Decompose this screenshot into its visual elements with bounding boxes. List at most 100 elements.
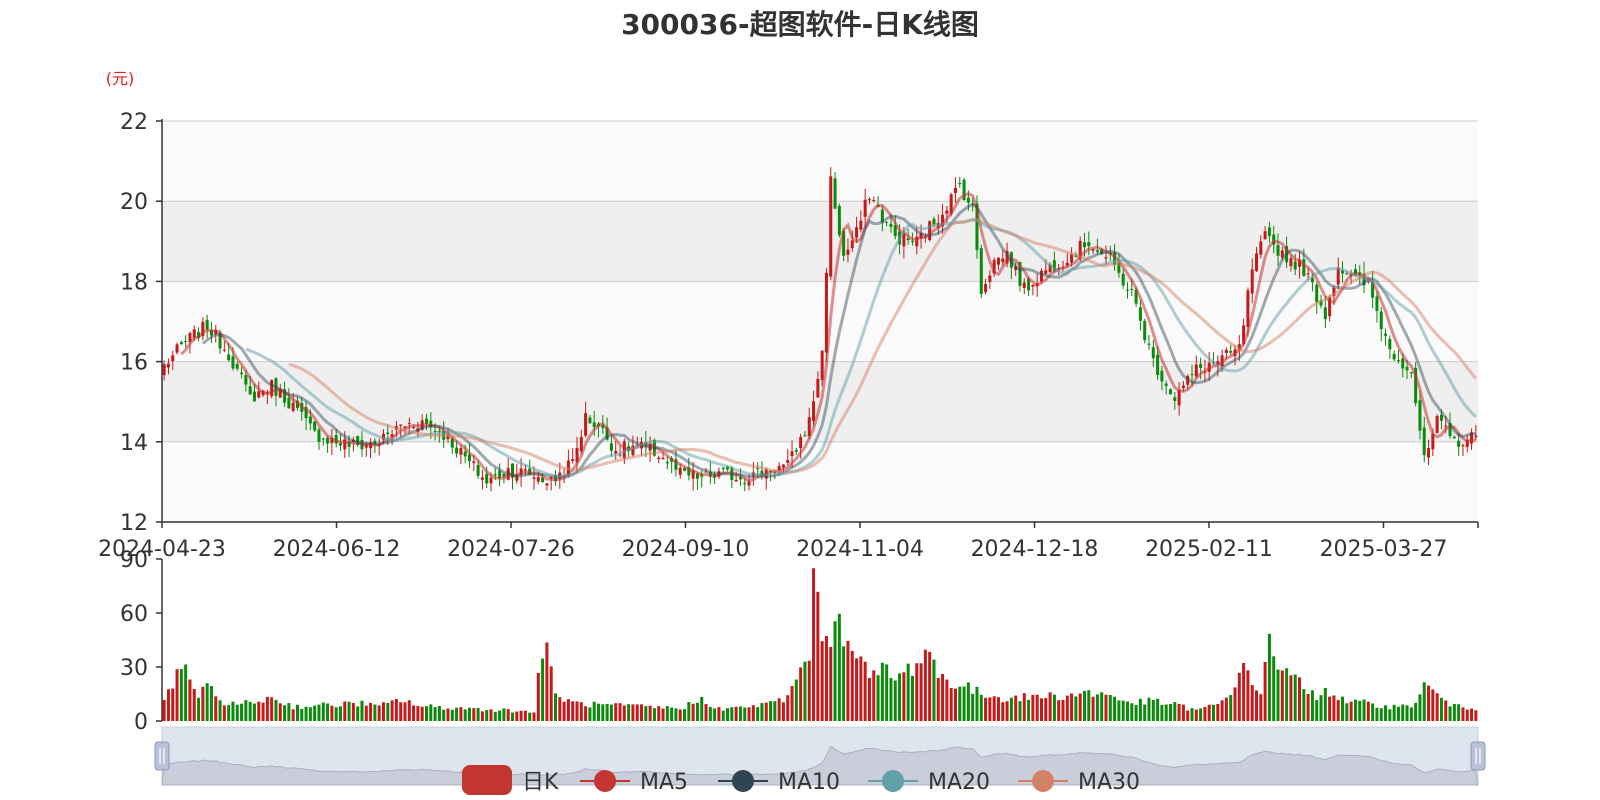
candle-body[interactable] [1027, 278, 1031, 291]
candle-body[interactable] [1237, 344, 1241, 351]
volume-bar[interactable] [571, 701, 575, 721]
volume-bar[interactable] [545, 642, 549, 721]
volume-bar[interactable] [923, 649, 927, 721]
volume-bar[interactable] [360, 700, 364, 721]
candle-body[interactable] [1310, 278, 1314, 283]
volume-bar[interactable] [1027, 699, 1031, 721]
candle-body[interactable] [1465, 439, 1469, 448]
candle-body[interactable] [1448, 423, 1452, 436]
candle-body[interactable] [510, 463, 515, 478]
candle-body[interactable] [1371, 282, 1375, 298]
volume-bar[interactable] [1448, 706, 1452, 721]
candle-body[interactable] [777, 466, 781, 471]
volume-bar[interactable] [1237, 672, 1241, 721]
volume-bar[interactable] [171, 688, 175, 721]
candle-body[interactable] [459, 448, 463, 455]
volume-bar[interactable] [523, 710, 527, 721]
volume-bar[interactable] [214, 696, 218, 721]
candle-body[interactable] [1100, 249, 1104, 254]
candle-body[interactable] [820, 350, 824, 380]
volume-bar[interactable] [777, 698, 781, 721]
volume-bar[interactable] [261, 702, 265, 721]
volume-bar[interactable] [218, 700, 222, 721]
volume-bar[interactable] [283, 705, 287, 721]
candle-body[interactable] [515, 474, 519, 481]
volume-bar[interactable] [1031, 694, 1035, 721]
datazoom-slider[interactable] [154, 726, 1486, 786]
volume-bar[interactable] [1220, 700, 1224, 721]
volume-bar[interactable] [1371, 703, 1375, 721]
volume-bar[interactable] [313, 705, 317, 721]
candle-body[interactable] [743, 482, 747, 485]
volume-bar[interactable] [330, 705, 334, 721]
candle-body[interactable] [1134, 289, 1138, 304]
volume-bar[interactable] [1190, 708, 1194, 721]
candle-body[interactable] [188, 333, 192, 343]
candle-body[interactable] [1439, 414, 1443, 421]
candle-body[interactable] [235, 364, 239, 369]
candle-body[interactable] [1151, 347, 1155, 359]
volume-bar[interactable] [1186, 710, 1190, 721]
volume-bar[interactable] [1057, 700, 1061, 721]
volume-bar[interactable] [179, 669, 183, 721]
volume-bar[interactable] [915, 663, 919, 721]
volume-bar[interactable] [691, 703, 695, 721]
volume-bar[interactable] [1203, 706, 1207, 721]
legend-item-ma5[interactable]: MA5 [580, 770, 688, 795]
candle-body[interactable] [1315, 284, 1319, 303]
candle-body[interactable] [734, 479, 738, 482]
volume-bar[interactable] [786, 695, 790, 721]
candle-body[interactable] [386, 432, 390, 434]
volume-bar[interactable] [1207, 704, 1211, 721]
volume-bar[interactable] [248, 701, 252, 721]
volume-bar[interactable] [321, 702, 325, 721]
volume-bar[interactable] [893, 680, 897, 721]
candle-body[interactable] [695, 473, 699, 479]
candle-body[interactable] [592, 422, 596, 427]
volume-bar[interactable] [541, 658, 545, 721]
candle-body[interactable] [588, 417, 592, 424]
candle-body[interactable] [179, 342, 183, 344]
volume-bar[interactable] [1138, 698, 1142, 721]
candle-body[interactable] [1293, 261, 1297, 270]
volume-bar[interactable] [235, 704, 239, 721]
volume-bar[interactable] [549, 666, 553, 721]
volume-bar[interactable] [399, 702, 403, 721]
volume-bar[interactable] [842, 646, 846, 721]
candle-body[interactable] [932, 218, 936, 225]
volume-bar[interactable] [953, 688, 957, 721]
volume-bar[interactable] [300, 708, 304, 721]
candle-body[interactable] [1298, 259, 1302, 267]
candle-body[interactable] [1267, 227, 1271, 237]
candle-body[interactable] [661, 457, 665, 460]
candle-body[interactable] [304, 407, 308, 419]
candle-body[interactable] [390, 434, 394, 437]
volume-bar[interactable] [1431, 689, 1435, 721]
candle-body[interactable] [450, 438, 454, 448]
candle-body[interactable] [1302, 259, 1306, 277]
volume-bar[interactable] [996, 697, 1000, 721]
volume-bar[interactable] [1212, 704, 1216, 721]
volume-bar[interactable] [1246, 670, 1250, 721]
candle-body[interactable] [373, 440, 377, 444]
candle-body[interactable] [910, 241, 914, 243]
volume-bar[interactable] [1018, 701, 1022, 721]
volume-bar[interactable] [1160, 704, 1164, 721]
volume-bar[interactable] [1082, 690, 1086, 721]
volume-bar[interactable] [334, 707, 338, 721]
volume-bar[interactable] [1100, 692, 1104, 721]
candle-body[interactable] [855, 227, 859, 238]
volume-bar[interactable] [1358, 700, 1362, 721]
candle-body[interactable] [1031, 284, 1035, 287]
candle-body[interactable] [1396, 360, 1400, 362]
candle-body[interactable] [893, 225, 897, 237]
candle-body[interactable] [1409, 372, 1413, 374]
candle-body[interactable] [1156, 354, 1160, 376]
volume-bar[interactable] [480, 711, 484, 721]
volume-bar[interactable] [1250, 684, 1254, 721]
candle-body[interactable] [248, 386, 252, 395]
volume-bar[interactable] [695, 702, 699, 721]
volume-bar[interactable] [1117, 700, 1121, 721]
candle-body[interactable] [1474, 435, 1478, 438]
candle-body[interactable] [966, 197, 970, 203]
